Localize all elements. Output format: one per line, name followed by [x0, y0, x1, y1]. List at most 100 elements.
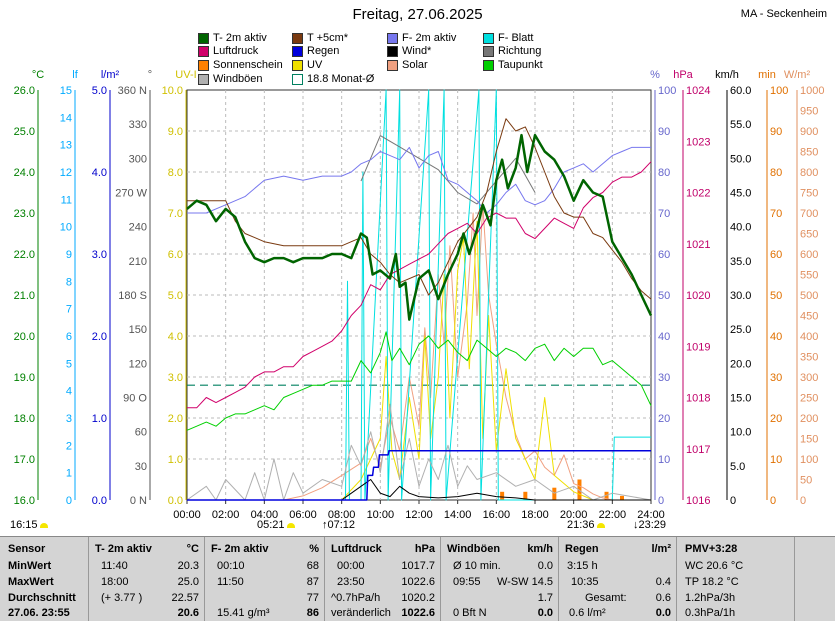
y-tick-label: 900	[800, 126, 818, 138]
y-tick-label: 9.0	[168, 126, 183, 138]
y-tick-label: 650	[800, 229, 818, 241]
summary-note: ^0.7hPa/h	[331, 592, 381, 604]
y-axis-unit: °	[148, 69, 152, 81]
y-tick-label: 1023	[686, 136, 710, 148]
y-tick-label: 300	[800, 372, 818, 384]
legend-swatch	[387, 45, 398, 57]
y-tick-label: 550	[800, 270, 818, 282]
legend-label: Windböen	[213, 73, 263, 85]
summary-value: 1.7	[537, 592, 553, 604]
y-tick-label: 1018	[686, 393, 710, 405]
sun-icon	[39, 522, 48, 528]
y-tick-label: 180 S	[118, 290, 147, 302]
y-tick-label: 1024	[686, 85, 710, 97]
summary-unit: l/m²	[651, 543, 671, 555]
summary-current: 0.0	[537, 607, 553, 619]
y-tick-label: 1000	[800, 85, 824, 97]
legend-label: 18.8 Monat-Ø	[307, 73, 375, 85]
sunshine-bar	[620, 495, 624, 500]
y-tick-label: 600	[800, 249, 818, 261]
summary-time: 00:10	[217, 560, 245, 572]
y-tick-label: 1022	[686, 188, 710, 200]
legend-swatch	[483, 45, 494, 57]
y-tick-label: 1021	[686, 239, 710, 251]
summary-header: T- 2m aktiv	[95, 543, 152, 555]
station-name: MA - Seckenheim	[740, 8, 827, 20]
legend-item: UV	[292, 59, 322, 71]
series-line	[187, 146, 651, 214]
sunrise-icon	[286, 522, 295, 528]
y-axis-unit: l/m²	[101, 69, 120, 81]
summary-header: Luftdruck	[331, 543, 382, 555]
y-tick-label: 3.0	[168, 372, 183, 384]
legend-item: Taupunkt	[483, 59, 543, 71]
y-tick-label: 12	[60, 167, 72, 179]
x-tick-label: 02:00	[212, 509, 240, 521]
sunshine-bar	[523, 491, 528, 500]
sunshine-bar	[552, 487, 557, 500]
y-tick-label: 400	[800, 331, 818, 343]
y-tick-label: 90	[658, 126, 670, 138]
summary-note: Gesamt:	[585, 592, 627, 604]
y-tick-label: 25.0	[730, 324, 751, 336]
legend-label: UV	[307, 59, 323, 71]
series-line	[187, 450, 651, 501]
weather-chart: 00:00 02:00 04:00 06:00 08:00 10:00 12:00 14:00…	[14, 69, 825, 521]
y-tick-label: 200	[800, 413, 818, 425]
y-tick-label: 9	[66, 249, 72, 261]
y-tick-label: 1016	[686, 495, 710, 507]
summary-note: 0.6 l/m²	[569, 607, 606, 619]
up-arrow-icon: ↑	[322, 519, 328, 531]
summary-header: Sensor	[8, 543, 46, 555]
x-tick-label: 14:00	[444, 509, 472, 521]
y-tick-label: 30	[135, 461, 147, 473]
summary-col-empty	[794, 537, 835, 621]
summary-unit: km/h	[527, 543, 553, 555]
summary-note: 1.2hPa/3h	[685, 592, 736, 604]
y-tick-label: 20	[658, 413, 670, 425]
y-tick-label: 6	[66, 331, 72, 343]
summary-row-label: MinWert	[8, 560, 52, 572]
y-tick-label: 20.0	[730, 358, 751, 370]
summary-header: PMV+3:28	[685, 543, 738, 555]
y-axis-unit: min	[758, 69, 776, 81]
y-tick-label: 100	[770, 85, 788, 97]
legend-item: Regen	[292, 45, 339, 57]
legend-item: Wind*	[387, 45, 431, 57]
y-tick-label: 1020	[686, 290, 710, 302]
legend-item: Luftdruck	[198, 45, 258, 57]
moonset-label: ↓23:29	[633, 519, 667, 531]
summary-current: 86	[306, 607, 319, 619]
sunshine-bar	[500, 491, 505, 500]
y-tick-label: 40	[658, 331, 670, 343]
down-arrow-icon: ↓	[633, 519, 639, 531]
y-tick-label: 3.0	[92, 249, 107, 261]
x-tick-label: 20:00	[560, 509, 588, 521]
summary-col-pmv: PMV+3:28 WC 20.6 °C TP 18.2 °C 1.2hPa/3h…	[676, 537, 795, 621]
legend-swatch	[483, 32, 494, 44]
y-tick-label: 1.0	[92, 413, 107, 425]
legend-swatch	[198, 32, 209, 44]
y-tick-label: 50	[800, 475, 812, 487]
legend-swatch	[198, 59, 209, 71]
y-tick-label: 90	[770, 126, 782, 138]
sunrise-label: 05:21	[257, 519, 297, 531]
summary-note: TP 18.2 °C	[685, 576, 739, 588]
legend-label: Taupunkt	[498, 59, 543, 71]
y-tick-label: 23.0	[14, 208, 35, 220]
series-line	[187, 161, 652, 409]
legend-item: T- 2m aktiv	[198, 32, 267, 44]
y-tick-label: 18.0	[14, 413, 35, 425]
series-line	[186, 403, 652, 501]
y-tick-label: 13	[60, 140, 72, 152]
y-tick-label: 3	[66, 413, 72, 425]
y-tick-label: 0.0	[168, 495, 183, 507]
y-axis-unit: hPa	[673, 69, 693, 81]
summary-unit: hPa	[414, 543, 435, 555]
summary-time: 09:55	[453, 576, 481, 588]
summary-value: 1017.7	[401, 560, 435, 572]
series-line	[360, 135, 536, 205]
sunshine-bar	[604, 491, 609, 500]
summary-col-humidity: F- 2m aktiv % 00:10 68 11:50 87 77 15.41…	[204, 537, 325, 621]
y-tick-label: 7	[66, 304, 72, 316]
